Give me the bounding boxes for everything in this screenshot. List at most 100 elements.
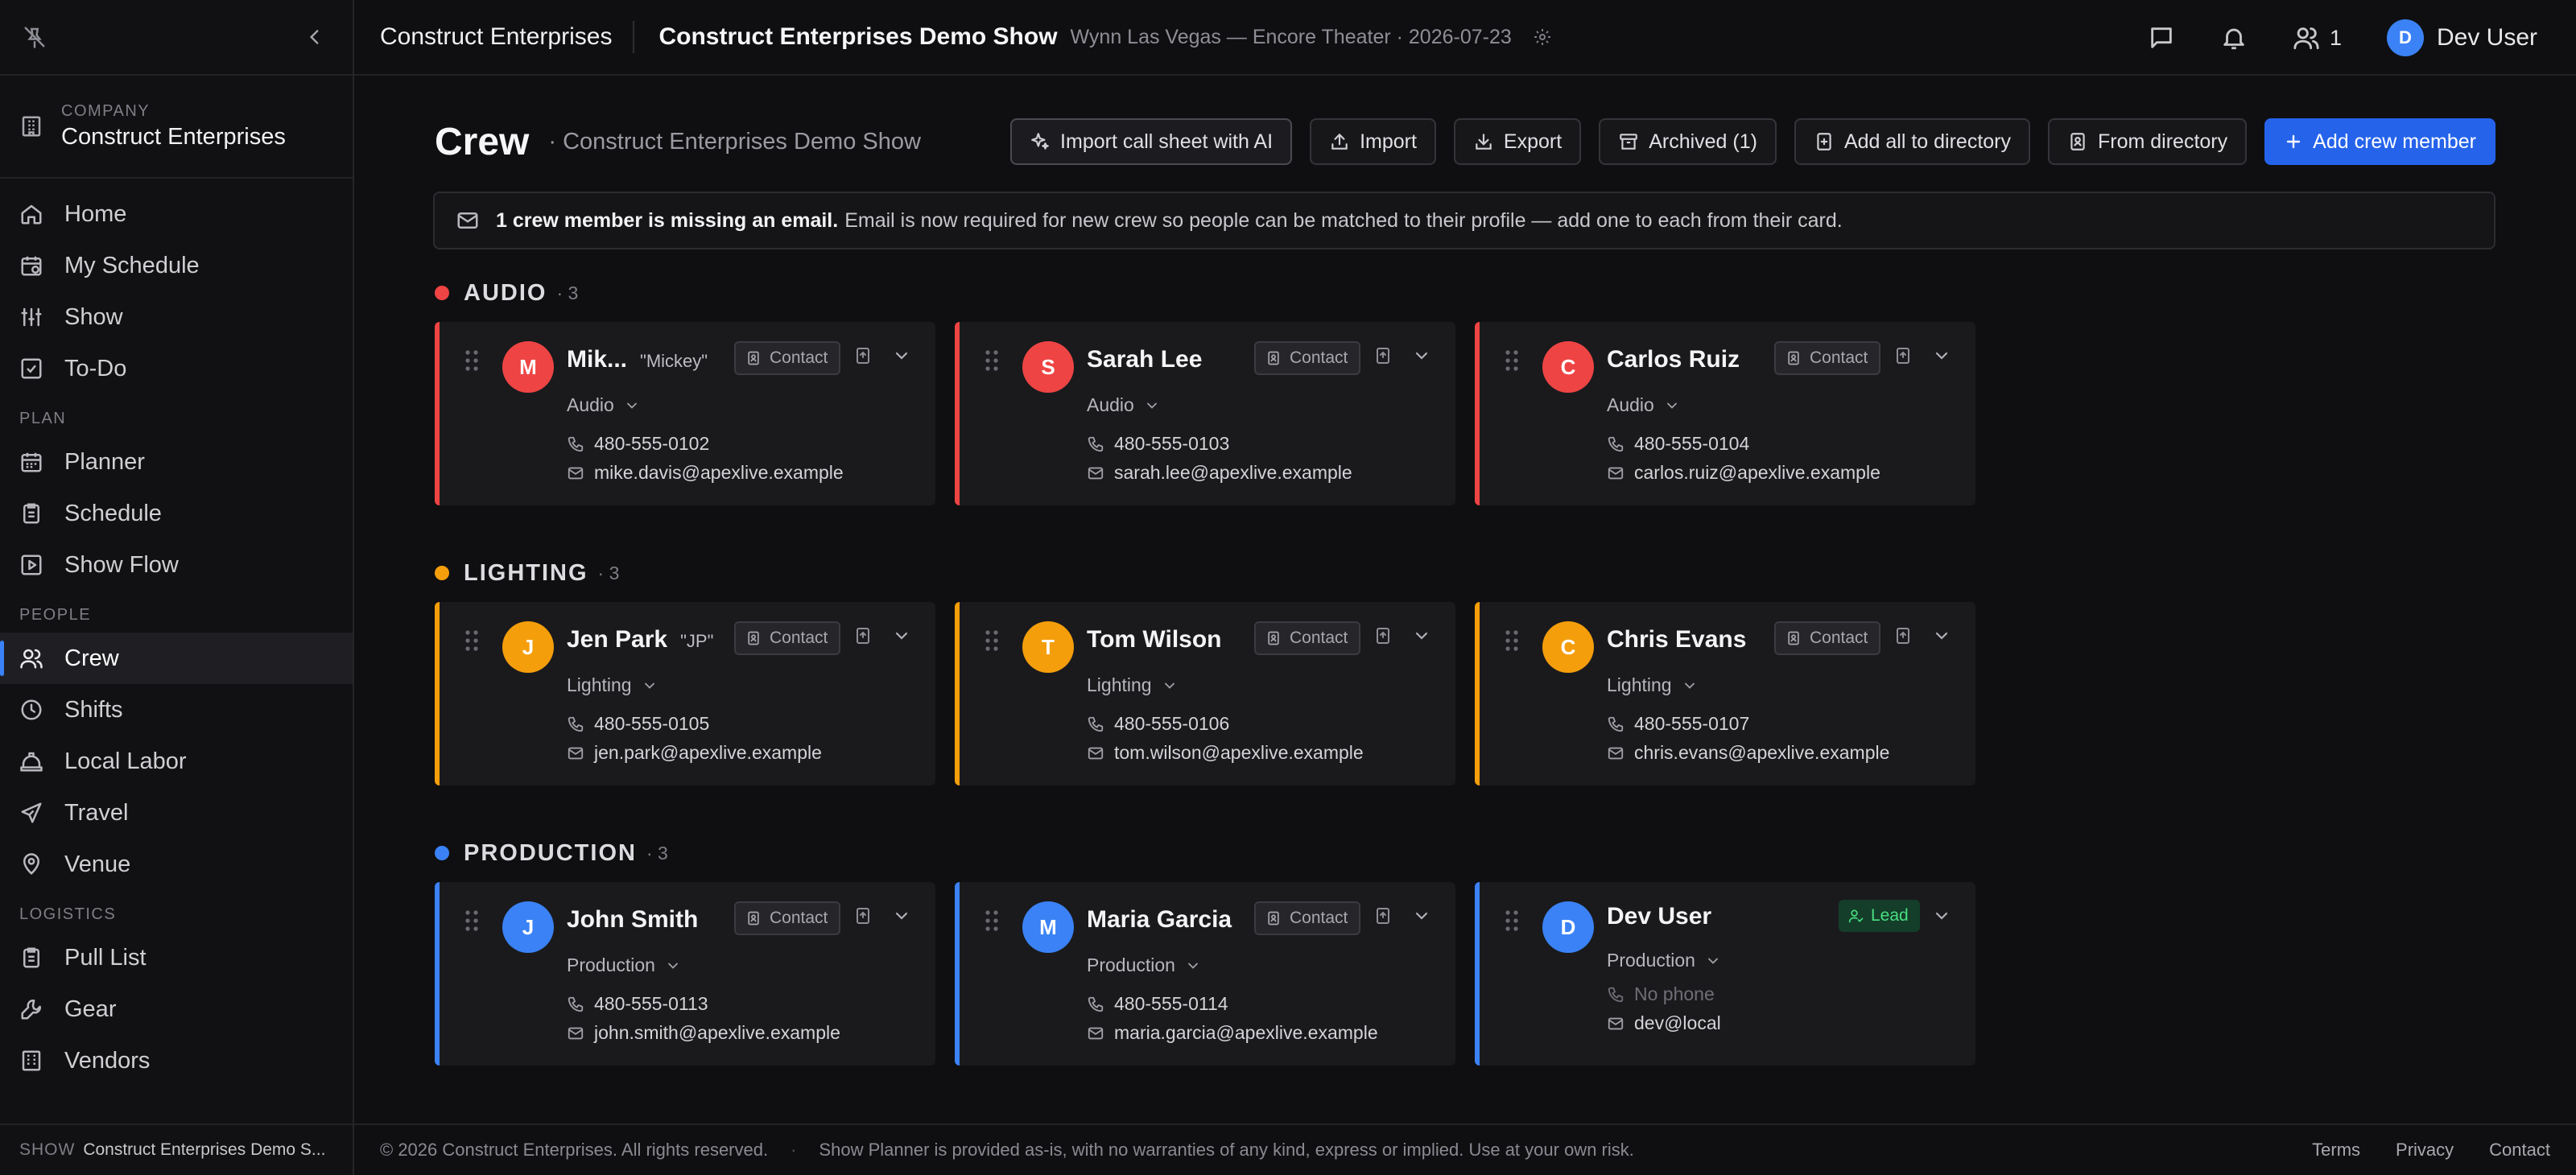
export-contact-icon[interactable] (1373, 906, 1393, 926)
show-settings-gear-icon[interactable] (1533, 27, 1552, 47)
crew-phone[interactable]: 480-555-0103 (1087, 433, 1229, 455)
messages-icon[interactable] (2148, 24, 2175, 52)
expand-card-chevron-icon[interactable] (1412, 346, 1431, 365)
sidebar-item-schedule[interactable]: Schedule (0, 488, 353, 539)
export-contact-icon[interactable] (853, 626, 873, 645)
expand-card-chevron-icon[interactable] (1932, 906, 1951, 926)
crew-card[interactable]: T Tom Wilson Contact Lighting 480-555-010… (955, 602, 1455, 785)
crew-email[interactable]: maria.garcia@apexlive.example (1087, 1022, 1378, 1044)
sidebar-item-todo[interactable]: To-Do (0, 343, 353, 394)
sidebar-item-home[interactable]: Home (0, 188, 353, 240)
unpin-icon[interactable] (23, 25, 47, 49)
add-all-to-directory-button[interactable]: Add all to directory (1794, 118, 2030, 165)
collapse-sidebar-icon[interactable] (304, 27, 325, 47)
crew-email[interactable]: mike.davis@apexlive.example (567, 462, 844, 484)
notifications-bell-icon[interactable] (2220, 24, 2248, 52)
crew-phone[interactable]: 480-555-0104 (1607, 433, 1749, 455)
crew-card[interactable]: M Mik... "Mickey" Contact Audio 480-555-01… (435, 322, 935, 505)
footer-privacy-link[interactable]: Privacy (2396, 1140, 2454, 1160)
contact-button[interactable]: Contact (1254, 901, 1361, 935)
drag-handle-icon[interactable] (464, 349, 480, 372)
crew-email[interactable]: jen.park@apexlive.example (567, 742, 822, 764)
drag-handle-icon[interactable] (1504, 349, 1520, 372)
crew-phone[interactable]: 480-555-0114 (1087, 993, 1228, 1015)
topbar-company[interactable]: Construct Enterprises (380, 21, 635, 53)
contact-button[interactable]: Contact (734, 341, 841, 375)
crew-card[interactable]: J John Smith Contact Production 480-555-0… (435, 882, 935, 1066)
drag-handle-icon[interactable] (984, 349, 1000, 372)
current-show-switcher[interactable]: SHOW Construct Enterprises Demo S... (0, 1123, 353, 1175)
company-switcher[interactable]: COMPANY Construct Enterprises (0, 76, 353, 179)
export-contact-icon[interactable] (1893, 626, 1913, 645)
crew-role-select[interactable]: Audio (567, 394, 640, 416)
crew-email[interactable]: sarah.lee@apexlive.example (1087, 462, 1352, 484)
group-header[interactable]: PRODUCTION · 3 (435, 837, 1964, 869)
online-users-button[interactable]: 1 (2293, 24, 2342, 52)
footer-contact-link[interactable]: Contact (2489, 1140, 2550, 1160)
expand-card-chevron-icon[interactable] (1932, 626, 1951, 645)
drag-handle-icon[interactable] (1504, 629, 1520, 652)
from-directory-button[interactable]: From directory (2048, 118, 2248, 165)
sidebar-item-pull-list[interactable]: Pull List (0, 932, 353, 983)
contact-button[interactable]: Contact (1774, 621, 1881, 655)
crew-email[interactable]: dev@local (1607, 1012, 1721, 1034)
crew-phone[interactable]: 480-555-0107 (1607, 713, 1749, 735)
sidebar-item-shifts[interactable]: Shifts (0, 684, 353, 736)
crew-phone[interactable]: 480-555-0113 (567, 993, 708, 1015)
import-button[interactable]: Import (1310, 118, 1436, 165)
sidebar-item-local-labor[interactable]: Local Labor (0, 736, 353, 787)
expand-card-chevron-icon[interactable] (892, 346, 911, 365)
export-contact-icon[interactable] (853, 346, 873, 365)
contact-button[interactable]: Contact (1254, 341, 1361, 375)
footer-terms-link[interactable]: Terms (2312, 1140, 2361, 1160)
crew-card[interactable]: C Carlos Ruiz Contact Audio 480-555-0104 … (1475, 322, 1975, 505)
sidebar-item-crew[interactable]: Crew (0, 633, 353, 684)
sidebar-item-planner[interactable]: Planner (0, 436, 353, 488)
crew-phone[interactable]: No phone (1607, 983, 1715, 1005)
crew-role-select[interactable]: Lighting (1607, 674, 1698, 696)
sidebar-item-vendors[interactable]: Vendors (0, 1035, 353, 1086)
sidebar-item-gear[interactable]: Gear (0, 983, 353, 1035)
contact-button[interactable]: Contact (734, 621, 841, 655)
import-call-sheet-ai-button[interactable]: Import call sheet with AI (1010, 118, 1293, 165)
export-contact-icon[interactable] (1373, 346, 1393, 365)
drag-handle-icon[interactable] (464, 629, 480, 652)
crew-email[interactable]: tom.wilson@apexlive.example (1087, 742, 1364, 764)
crew-role-select[interactable]: Production (567, 954, 681, 976)
crew-email[interactable]: chris.evans@apexlive.example (1607, 742, 1889, 764)
sidebar-item-travel[interactable]: Travel (0, 787, 353, 839)
crew-role-select[interactable]: Audio (1607, 394, 1680, 416)
sidebar-item-show[interactable]: Show (0, 291, 353, 343)
topbar-show-name[interactable]: Construct Enterprises Demo Show (658, 23, 1058, 50)
drag-handle-icon[interactable] (984, 909, 1000, 932)
sidebar-item-venue[interactable]: Venue (0, 839, 353, 890)
contact-button[interactable]: Contact (1774, 341, 1881, 375)
contact-button[interactable]: Contact (1254, 621, 1361, 655)
crew-phone[interactable]: 480-555-0105 (567, 713, 709, 735)
expand-card-chevron-icon[interactable] (892, 906, 911, 926)
crew-role-select[interactable]: Lighting (1087, 674, 1178, 696)
crew-role-select[interactable]: Lighting (567, 674, 658, 696)
export-contact-icon[interactable] (1893, 346, 1913, 365)
crew-role-select[interactable]: Audio (1087, 394, 1160, 416)
drag-handle-icon[interactable] (984, 629, 1000, 652)
expand-card-chevron-icon[interactable] (1932, 346, 1951, 365)
drag-handle-icon[interactable] (1504, 909, 1520, 932)
group-header[interactable]: AUDIO · 3 (435, 277, 1964, 309)
crew-card[interactable]: D Dev User Lead Production No phone dev@l… (1475, 882, 1975, 1066)
expand-card-chevron-icon[interactable] (1412, 626, 1431, 645)
export-button[interactable]: Export (1453, 118, 1582, 165)
crew-card[interactable]: J Jen Park "JP" Contact Lighting 480-555-0… (435, 602, 935, 785)
crew-card[interactable]: S Sarah Lee Contact Audio 480-555-0103 sa… (955, 322, 1455, 505)
expand-card-chevron-icon[interactable] (1412, 906, 1431, 926)
sidebar-item-show-flow[interactable]: Show Flow (0, 539, 353, 591)
sidebar-item-my-schedule[interactable]: My Schedule (0, 240, 353, 291)
drag-handle-icon[interactable] (464, 909, 480, 932)
crew-role-select[interactable]: Production (1607, 950, 1721, 971)
crew-phone[interactable]: 480-555-0102 (567, 433, 709, 455)
crew-role-select[interactable]: Production (1087, 954, 1201, 976)
export-contact-icon[interactable] (1373, 626, 1393, 645)
group-header[interactable]: LIGHTING · 3 (435, 557, 1964, 589)
crew-card[interactable]: M Maria Garcia Contact Production 480-555… (955, 882, 1455, 1066)
archived-button[interactable]: Archived (1) (1599, 118, 1777, 165)
